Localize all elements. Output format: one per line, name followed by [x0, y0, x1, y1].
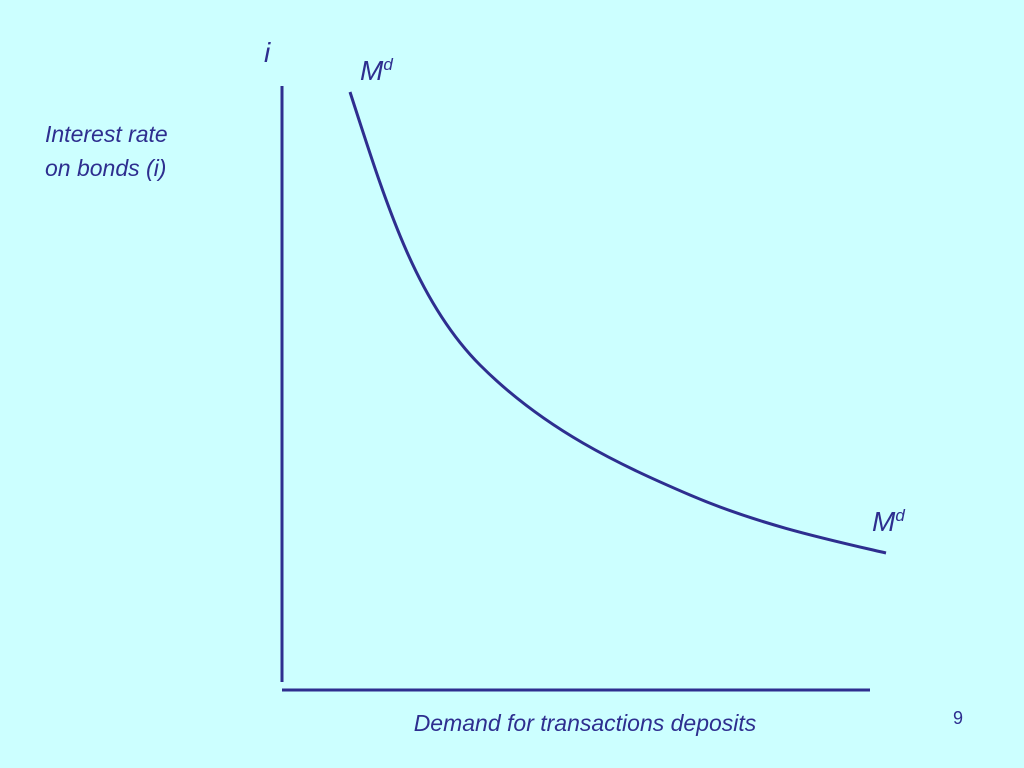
- curve-label: Md: [360, 55, 393, 86]
- y-axis-label: Interest rate: [45, 121, 168, 147]
- y-axis-label: on bonds (i): [45, 155, 166, 181]
- curve-label-superscript: d: [383, 55, 393, 74]
- demand-curve: [348, 91, 887, 555]
- curve-label: Md: [872, 506, 905, 537]
- page-number: 9: [953, 708, 963, 728]
- axis-symbol: i: [264, 37, 271, 68]
- curve-label-base: M: [360, 55, 384, 86]
- curve-label-superscript: d: [895, 506, 905, 525]
- x-axis-label: Demand for transactions deposits: [414, 710, 757, 736]
- curve-label-base: M: [872, 506, 896, 537]
